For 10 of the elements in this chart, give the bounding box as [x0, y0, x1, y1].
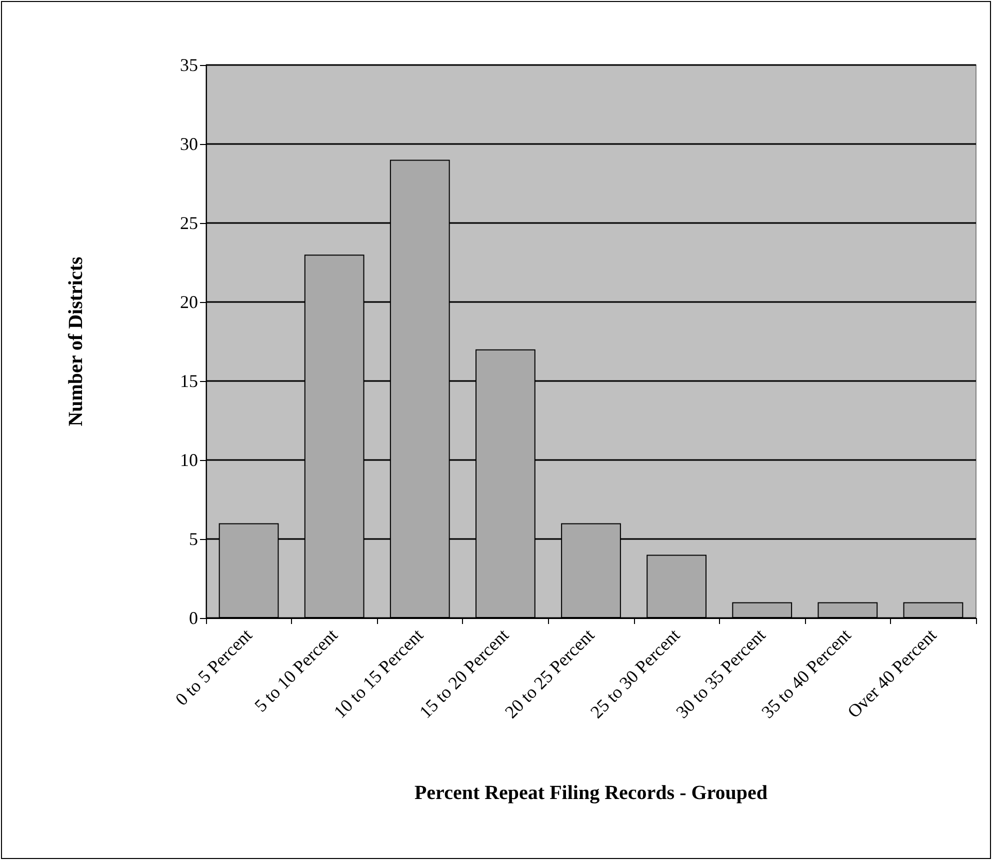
x-axis-title: Percent Repeat Filing Records - Grouped: [414, 782, 768, 804]
y-tick-label: 15: [180, 371, 198, 391]
y-tick-label: 25: [180, 213, 198, 233]
y-tick-label: 10: [180, 450, 198, 470]
y-tick-label: 35: [180, 55, 198, 75]
y-axis-title: Number of Districts: [65, 256, 87, 426]
y-tick-label: 30: [180, 134, 198, 154]
y-tick-label: 5: [189, 529, 198, 549]
y-tick-label: 0: [189, 608, 198, 628]
y-tick-label: 20: [180, 292, 198, 312]
